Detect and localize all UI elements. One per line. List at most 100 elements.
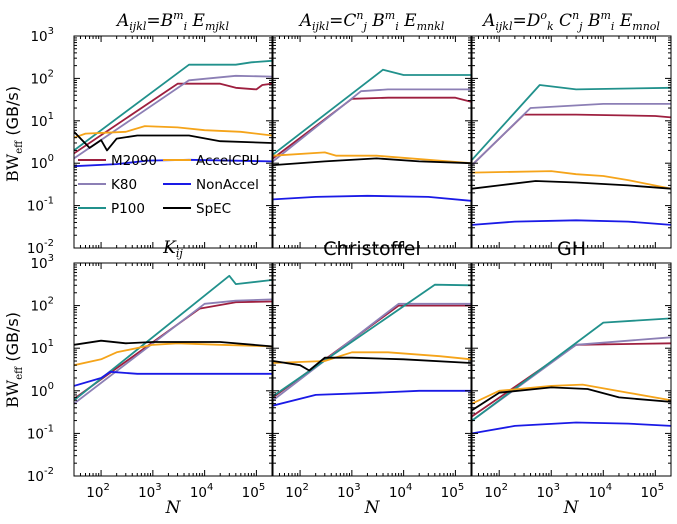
y-tick-label: 10-2: [27, 466, 54, 485]
series-line-nonaccel: [472, 219, 671, 226]
series-group: [74, 274, 272, 405]
series-group: [273, 283, 471, 407]
series-line-k80: [273, 88, 471, 163]
panel-4: 102 103 104 105 10-2 10-1 100 101 102 103 Kij: [27, 238, 273, 501]
series-line-spec: [273, 157, 471, 166]
series-line-spec: [472, 386, 671, 411]
x-axis-label-col3: N: [563, 498, 580, 518]
series-line-spec: [74, 339, 272, 348]
tick-marks: [272, 262, 472, 477]
legend-label-spec: SpEC: [196, 201, 231, 217]
x-tick-label: 103: [536, 482, 560, 501]
series-line-p100: [74, 59, 272, 152]
legend-label-p100: P100: [111, 201, 145, 217]
x-axis-label-col2: N: [364, 498, 381, 518]
series-group: [273, 68, 471, 202]
tick-marks: [471, 35, 672, 249]
series-line-accelcpu: [273, 151, 471, 165]
x-tick-label: 105: [441, 482, 465, 501]
y-tick-label: 10-2: [27, 238, 54, 257]
panel-title: Christoffel: [323, 238, 420, 260]
series-line-p100: [273, 68, 471, 156]
series-line-k80: [472, 103, 671, 166]
legend-label-nonaccel: NonAccel: [196, 177, 259, 193]
x-tick-label: 105: [641, 482, 665, 501]
series-line-accelcpu: [74, 125, 272, 139]
panel-title: Aijkl=Dok Cnj Bmi Emnol: [481, 9, 660, 33]
x-tick-label: 103: [337, 482, 361, 501]
series-line-p100: [273, 283, 471, 397]
series-line-m2090: [472, 113, 671, 166]
y-axis-label-top: BWeff (GB/s): [3, 86, 25, 182]
series-line-p100: [472, 317, 671, 422]
x-axis-label-col1: N: [165, 498, 182, 518]
x-tick-label: 102: [285, 482, 309, 501]
series-line-nonaccel: [74, 158, 272, 168]
tick-marks: [272, 35, 472, 249]
legend-label-m2090: M2090: [111, 153, 157, 169]
panel-2: Aijkl=Cnj Bmi Emnkl: [272, 9, 472, 249]
panel-title: Aijkl=Bmi Emjkl: [115, 9, 229, 33]
series-line-m2090: [472, 342, 671, 418]
x-tick-label: 105: [242, 482, 266, 501]
series-line-nonaccel: [273, 194, 471, 202]
panel-3: Aijkl=Dok Cnj Bmi Emnol: [471, 9, 672, 249]
plot-frame: [471, 35, 672, 249]
y-tick-label: 101: [30, 111, 54, 130]
plot-frame: [272, 262, 472, 477]
x-tick-label: 104: [190, 482, 214, 501]
series-line-accelcpu: [472, 170, 671, 190]
legend-label-accelcpu: AccelCPU: [196, 153, 259, 169]
series-line-nonaccel: [273, 389, 471, 407]
tick-marks: [471, 262, 672, 477]
series-line-m2090: [273, 96, 471, 160]
panel-1: 10-2 10-1 100 101 102 103 Aijkl=Bmi Emjkl: [27, 9, 273, 257]
panel-title: Kij: [162, 238, 183, 260]
series-line-k80: [472, 336, 671, 422]
plot-frame: [471, 262, 672, 477]
x-tick-label: 102: [484, 482, 508, 501]
panel-title: Aijkl=Cnj Bmi Emnkl: [298, 9, 445, 33]
panel-5: 102 103 104 105 Christoffel: [272, 238, 472, 501]
plot-frame: [272, 35, 472, 249]
y-axis-label-bottom: BWeff (GB/s): [3, 312, 25, 408]
legend-label-k80: K80: [111, 177, 137, 193]
x-tick-label: 102: [86, 482, 110, 501]
series-line-m2090: [74, 300, 272, 400]
x-tick-label: 104: [589, 482, 613, 501]
y-tick-label: 102: [30, 68, 54, 87]
series-line-accelcpu: [273, 351, 471, 364]
series-group: [472, 317, 671, 435]
series-line-accelcpu: [472, 383, 671, 405]
series-line-k80: [74, 74, 272, 160]
y-tick-label: 100: [30, 153, 54, 172]
series-line-nonaccel: [472, 421, 671, 435]
y-tick-label: 102: [30, 296, 54, 315]
y-tick-label: 103: [30, 26, 54, 45]
y-tick-label: 101: [30, 338, 54, 357]
y-tick-label: 103: [30, 253, 54, 272]
series-line-nonaccel: [74, 370, 272, 387]
series-group: [472, 84, 671, 226]
series-line-p100: [472, 84, 671, 161]
series-line-spec: [273, 356, 471, 372]
x-tick-label: 104: [389, 482, 413, 501]
y-tick-label: 10-1: [27, 196, 54, 215]
tick-marks: [73, 35, 273, 249]
series-line-p100: [74, 274, 272, 402]
y-tick-label: 10-1: [27, 423, 54, 442]
panel-title: GH: [557, 238, 586, 260]
x-tick-label: 103: [138, 482, 162, 501]
plot-frame: [73, 35, 273, 249]
series-line-accelcpu: [74, 342, 272, 367]
legend: M2090 AccelCPU K80 NonAccel P100 SpEC: [78, 153, 259, 217]
shared-axis-labels: BWeff (GB/s) BWeff (GB/s) N N N: [3, 86, 580, 518]
series-line-spec: [472, 180, 671, 190]
series-group: [74, 59, 272, 168]
plot-frame: [73, 262, 273, 477]
series-line-k80: [74, 298, 272, 405]
panel-6: 102 103 104 105 GH: [471, 238, 672, 501]
tick-marks: [73, 262, 273, 477]
panels-group: 10-2 10-1 100 101 102 103 Aijkl=Bmi Emjkl Aijkl…: [27, 9, 672, 501]
